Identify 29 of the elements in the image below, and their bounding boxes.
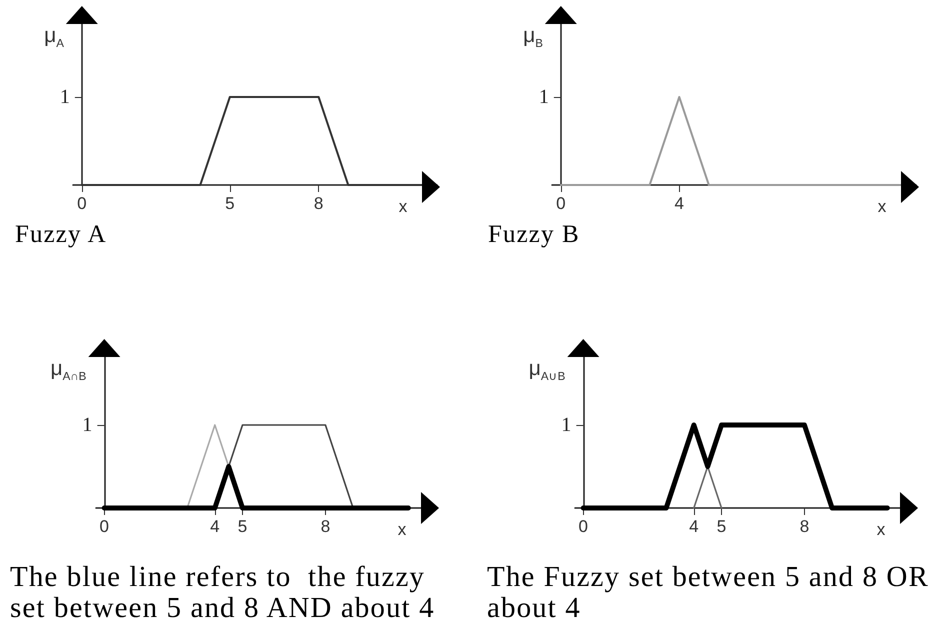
- text: 1: [60, 86, 70, 108]
- x-tick-label: 0: [77, 194, 87, 213]
- text: 1: [538, 86, 549, 108]
- x-tick-label: 4: [674, 194, 684, 213]
- x-tick-label: 4: [210, 517, 220, 536]
- text: Fuzzy B: [488, 220, 581, 249]
- x-axis-title: x: [876, 520, 886, 539]
- x-tick-label: 0: [556, 194, 566, 213]
- y-axis-title: μ$_{A∪B}$: [528, 357, 566, 386]
- text: The blue line refers to the fuzzy set between 5 and 8 AND about 4: [10, 561, 436, 624]
- text: 1: [82, 414, 92, 436]
- x-axis-title: x: [878, 197, 887, 216]
- x-axis-title: x: [398, 520, 407, 539]
- x-tick-label: 8: [320, 517, 330, 536]
- x-tick-label: 0: [100, 517, 110, 536]
- x-tick-label: 4: [689, 517, 699, 536]
- text: 1: [561, 414, 572, 436]
- x-tick-label: 8: [314, 194, 324, 213]
- x-tick-label: 8: [800, 517, 810, 536]
- text: Fuzzy A: [15, 220, 108, 249]
- x-tick-label: 5: [238, 517, 248, 536]
- text: The Fuzzy set between 5 and 8 OR about 4: [487, 561, 930, 624]
- x-tick-label: 5: [716, 517, 726, 536]
- x-tick-label: 0: [578, 517, 588, 536]
- y-axis-title: μ$_{A∩B}$: [50, 357, 86, 386]
- y-axis-title: μ$_{B}$: [523, 24, 543, 52]
- y-axis-title: μ$_{A}$: [44, 24, 64, 52]
- x-tick-label: 5: [225, 194, 235, 213]
- x-axis-title: x: [398, 197, 408, 216]
